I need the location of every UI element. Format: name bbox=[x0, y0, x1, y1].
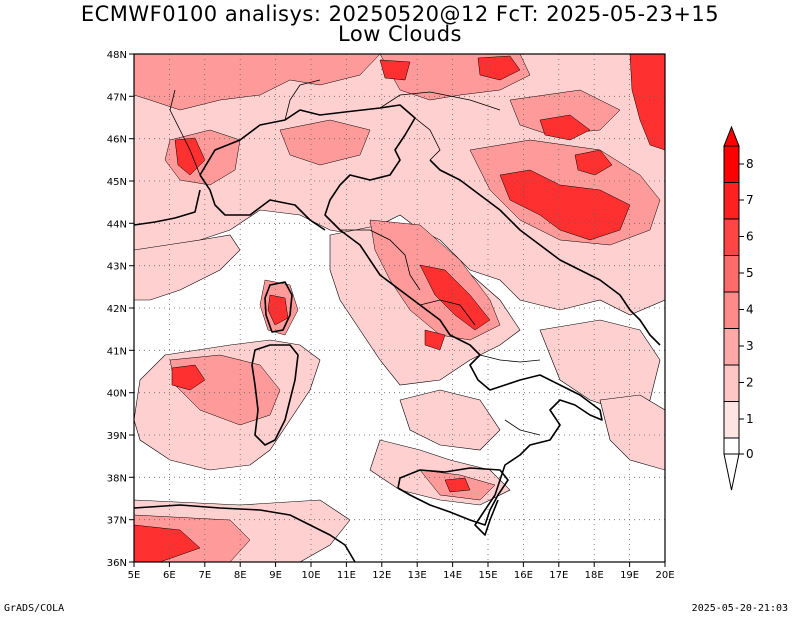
lon-label: 10E bbox=[301, 570, 320, 581]
lat-labels: 48N 47N 46N 45N 44N 43N 42N 41N 40N 39N … bbox=[107, 50, 127, 569]
lat-label: 47N bbox=[107, 92, 127, 103]
colorbar-segment bbox=[723, 291, 740, 329]
lon-label: 5E bbox=[128, 570, 141, 581]
lon-label: 16E bbox=[514, 570, 533, 581]
lat-label: 43N bbox=[107, 262, 127, 273]
lon-label: 11E bbox=[337, 570, 356, 581]
colorbar-label: 7 bbox=[746, 193, 754, 207]
lon-label: 15E bbox=[478, 570, 497, 581]
colorbar-segment bbox=[723, 328, 740, 366]
colorbar-label: 1 bbox=[746, 412, 754, 426]
colorbar-label: 0 bbox=[746, 447, 754, 461]
footer-credit: GrADS/COLA bbox=[4, 603, 65, 614]
coastlines bbox=[134, 104, 661, 562]
colorbar-label: 6 bbox=[746, 230, 754, 244]
colorbar-label: 5 bbox=[746, 266, 754, 280]
footer-timestamp: 2025-05-20-21:03 bbox=[691, 603, 788, 614]
colorbar-segment bbox=[723, 255, 740, 293]
colorbar-bottom-arrow bbox=[723, 453, 740, 491]
lat-label: 36N bbox=[107, 558, 127, 569]
lon-label: 9E bbox=[269, 570, 282, 581]
colorbar-segment bbox=[723, 437, 740, 455]
lat-label: 40N bbox=[107, 389, 127, 400]
colorbar-top-arrow bbox=[723, 125, 740, 147]
colorbar bbox=[723, 125, 744, 491]
lon-label: 20E bbox=[655, 570, 674, 581]
lat-label: 39N bbox=[107, 431, 127, 442]
lon-label: 12E bbox=[372, 570, 391, 581]
colorbar-label: 3 bbox=[746, 339, 754, 353]
colorbar-label: 2 bbox=[746, 376, 754, 390]
colorbar-segment bbox=[723, 218, 740, 256]
lat-label: 46N bbox=[107, 135, 127, 146]
lon-label: 19E bbox=[620, 570, 639, 581]
lat-label: 41N bbox=[107, 346, 127, 357]
lon-label: 8E bbox=[234, 570, 247, 581]
borders bbox=[169, 79, 541, 436]
lon-label: 17E bbox=[549, 570, 568, 581]
lat-label: 45N bbox=[107, 177, 127, 188]
lon-label: 18E bbox=[585, 570, 604, 581]
colorbar-segment bbox=[723, 182, 740, 220]
cloud-strong bbox=[134, 54, 665, 562]
chart-subtitle: Low Clouds bbox=[338, 22, 462, 46]
axis-ticks bbox=[129, 53, 666, 567]
lat-label: 44N bbox=[107, 219, 127, 230]
lon-label: 7E bbox=[198, 570, 211, 581]
lat-label: 42N bbox=[107, 304, 127, 315]
colorbar-segment bbox=[723, 364, 740, 402]
colorbar-segment bbox=[723, 401, 740, 439]
colorbar-labels: 8 7 6 5 4 3 2 1 0 bbox=[746, 157, 754, 461]
gridlines bbox=[134, 54, 665, 562]
chart-title: ECMWF0100 analisys: 20250520@12 FcT: 202… bbox=[80, 2, 720, 26]
colorbar-label: 8 bbox=[746, 157, 754, 171]
colorbar-label: 4 bbox=[746, 303, 754, 317]
lat-label: 38N bbox=[107, 473, 127, 484]
lat-label: 48N bbox=[107, 50, 127, 61]
lon-labels: 5E 6E 7E 8E 9E 10E 11E 12E 13E 14E 15E 1… bbox=[128, 570, 675, 581]
lon-label: 6E bbox=[163, 570, 176, 581]
lon-label: 14E bbox=[443, 570, 462, 581]
lat-label: 37N bbox=[107, 516, 127, 527]
lon-label: 13E bbox=[408, 570, 427, 581]
colorbar-segment bbox=[723, 145, 740, 183]
